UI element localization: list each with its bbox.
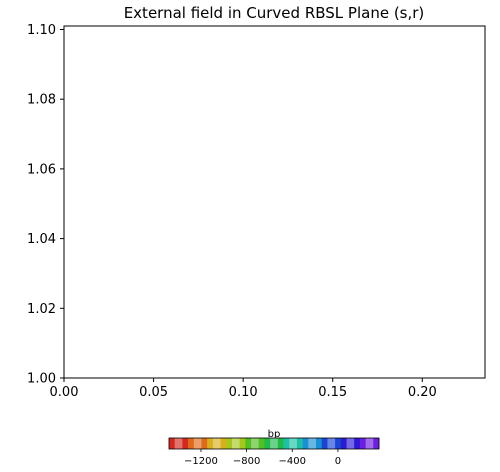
x-tick-label: 0.15 <box>318 385 347 400</box>
colorbar-cell <box>207 438 227 449</box>
y-tick-label: 1.06 <box>27 162 56 177</box>
colorbar-cell <box>340 438 361 449</box>
colorbar-tick-label: −800 <box>233 456 260 467</box>
y-tick-label: 1.02 <box>27 302 56 317</box>
colorbar-highlight <box>308 438 316 449</box>
x-tick-label: 0.10 <box>229 385 258 400</box>
colorbar-tick-label: 0 <box>335 456 341 467</box>
colorbar-cell <box>188 438 208 449</box>
y-axis: 1.00 1.02 1.04 1.06 1.08 1.10 <box>27 23 64 387</box>
colorbar-highlight <box>174 438 183 449</box>
colorbar-tick-label: −400 <box>279 456 306 467</box>
colorbar: bp −1200 −800 −400 0 <box>168 429 380 467</box>
colorbar-cell <box>226 438 246 449</box>
colorbar-ticks: −1200 −800 −400 0 <box>184 449 341 467</box>
colorbar-cell <box>283 438 303 449</box>
colorbar-frame <box>168 437 380 450</box>
y-tick-label: 1.10 <box>27 23 56 38</box>
colorbar-gradient <box>169 438 380 449</box>
x-tick-label: 0.20 <box>408 385 437 400</box>
y-tick-label: 1.08 <box>27 93 56 108</box>
colorbar-highlight <box>212 438 221 449</box>
colorbar-highlight <box>327 438 336 449</box>
chart-title: External field in Curved RBSL Plane (s,r… <box>124 4 425 22</box>
plot-area <box>63 25 486 379</box>
colorbar-highlight <box>365 438 374 449</box>
colorbar-tick-label: −1200 <box>184 456 218 467</box>
colorbar-highlight <box>232 438 240 449</box>
colorbar-highlight <box>251 438 259 449</box>
y-tick-label: 1.04 <box>27 232 56 247</box>
colorbar-highlight <box>270 438 278 449</box>
colorbar-cell <box>359 438 380 449</box>
colorbar-highlight <box>193 438 202 449</box>
colorbar-cell <box>302 438 323 449</box>
y-tick-label: 1.00 <box>27 372 56 387</box>
colorbar-cell <box>245 438 265 449</box>
colorbar-highlight <box>346 438 355 449</box>
x-axis: 0.00 0.05 0.10 0.15 0.20 <box>50 378 437 400</box>
colorbar-cell <box>169 438 189 449</box>
colorbar-cell <box>321 438 342 449</box>
colorbar-label: bp <box>268 429 281 440</box>
colorbar-cell <box>264 438 284 449</box>
colorbar-highlight <box>289 438 297 449</box>
x-tick-label: 0.00 <box>50 385 79 400</box>
x-tick-label: 0.05 <box>139 385 168 400</box>
